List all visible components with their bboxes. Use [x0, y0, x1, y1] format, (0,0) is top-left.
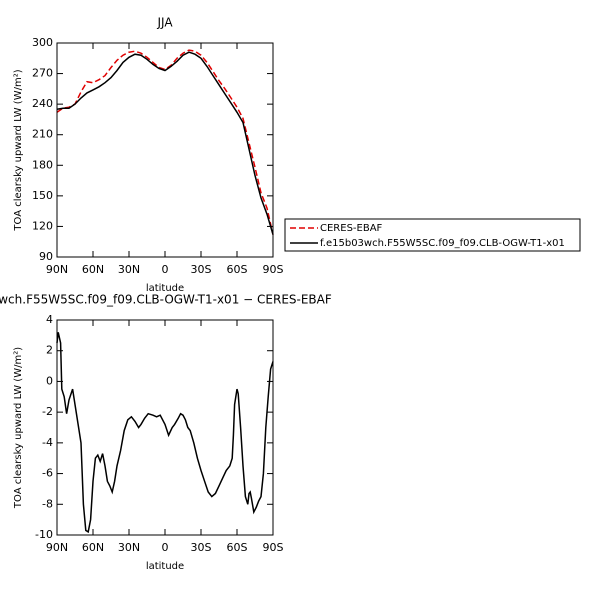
- y-tick-label: 240: [32, 97, 53, 110]
- y-axis-label: TOA clearsky upward LW (W/m²): [13, 69, 24, 231]
- legend-label: f.e15b03wch.F55W5SC.f09_f09.CLB-OGW-T1-x…: [320, 238, 565, 249]
- y-tick-label: -2: [42, 405, 53, 418]
- y-tick-label: -8: [42, 497, 53, 510]
- chart-title: JJA: [156, 16, 173, 30]
- x-tick-label: 30S: [191, 541, 212, 554]
- y-tick-label: 90: [39, 250, 53, 263]
- y-tick-label: 180: [32, 158, 53, 171]
- y-tick-label: -10: [35, 528, 53, 541]
- x-axis-label: latitude: [146, 561, 184, 572]
- legend-box: [284, 218, 581, 252]
- x-tick-label: 90S: [263, 541, 284, 554]
- y-tick-label: 150: [32, 189, 53, 202]
- y-tick-label: -6: [42, 467, 53, 480]
- x-tick-label: 0: [162, 263, 169, 276]
- y-tick-label: 300: [32, 36, 53, 49]
- plot-frame: [56, 42, 274, 258]
- y-axis-label: TOA clearsky upward LW (W/m²): [13, 347, 24, 509]
- x-tick-label: 0: [162, 541, 169, 554]
- x-tick-label: 90N: [46, 541, 68, 554]
- y-tick-label: 0: [46, 374, 53, 387]
- data-line: [56, 51, 274, 235]
- y-tick-label: 270: [32, 67, 53, 80]
- x-tick-label: 60N: [82, 541, 104, 554]
- y-tick-label: 210: [32, 128, 53, 141]
- x-tick-label: 30S: [191, 263, 212, 276]
- x-tick-label: 60S: [227, 541, 248, 554]
- y-tick-label: -4: [42, 436, 53, 449]
- x-tick-label: 30N: [118, 541, 140, 554]
- data-line: [56, 49, 274, 235]
- x-tick-label: 90N: [46, 263, 68, 276]
- x-tick-label: 60N: [82, 263, 104, 276]
- x-tick-label: 30N: [118, 263, 140, 276]
- y-tick-label: 4: [46, 313, 53, 326]
- x-tick-label: 60S: [227, 263, 248, 276]
- x-axis-label: latitude: [146, 283, 184, 294]
- legend-label: CERES-EBAF: [320, 223, 383, 234]
- x-tick-label: 90S: [263, 263, 284, 276]
- chart-title: wch.F55W5SC.f09_f09.CLB-OGW-T1-x01 − CER…: [0, 293, 332, 307]
- y-tick-label: 2: [46, 344, 53, 357]
- y-tick-label: 120: [32, 219, 53, 232]
- data-line: [56, 332, 274, 534]
